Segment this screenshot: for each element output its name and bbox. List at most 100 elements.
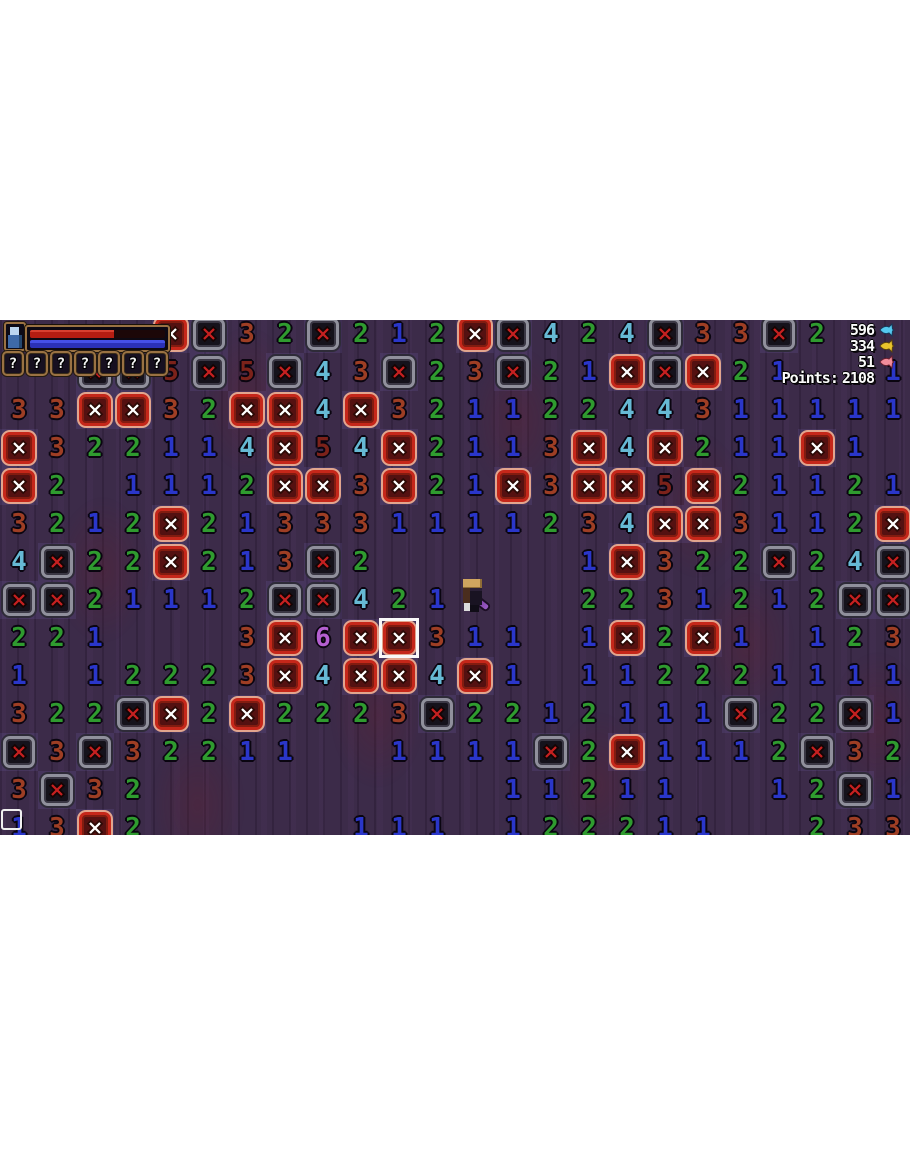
grid-cell-9-0[interactable]: 2	[342, 320, 380, 353]
grid-cell-14-0[interactable]: 4	[532, 320, 570, 353]
grid-cell-14-5[interactable]: 2	[532, 505, 570, 543]
grid-cell-12-6[interactable]	[456, 543, 494, 581]
item-slot-6[interactable]: ?	[122, 351, 144, 376]
grid-cell-14-3[interactable]: 3	[532, 429, 570, 467]
item-slot-5[interactable]: ?	[98, 351, 120, 376]
grid-cell-23-9[interactable]: 1	[874, 657, 910, 695]
grid-cell-23-7[interactable]	[874, 581, 910, 619]
grid-cell-16-2[interactable]: 4	[608, 391, 646, 429]
grid-cell-2-13[interactable]	[76, 809, 114, 835]
grid-cell-18-3[interactable]: 2	[684, 429, 722, 467]
grid-cell-12-8[interactable]: 1	[456, 619, 494, 657]
grid-cell-10-8[interactable]	[379, 618, 419, 658]
grid-cell-10-1[interactable]	[380, 353, 418, 391]
grid-cell-14-6[interactable]	[532, 543, 570, 581]
grid-cell-1-13[interactable]: 3	[38, 809, 76, 835]
grid-cell-4-5[interactable]	[152, 505, 190, 543]
grid-cell-12-11[interactable]: 1	[456, 733, 494, 771]
grid-cell-11-0[interactable]: 2	[418, 320, 456, 353]
grid-cell-8-1[interactable]: 4	[304, 353, 342, 391]
grid-cell-8-8[interactable]: 6	[304, 619, 342, 657]
grid-cell-22-11[interactable]: 3	[836, 733, 874, 771]
grid-cell-5-13[interactable]	[190, 809, 228, 835]
grid-cell-10-12[interactable]	[380, 771, 418, 809]
grid-cell-11-11[interactable]: 1	[418, 733, 456, 771]
grid-cell-14-13[interactable]: 2	[532, 809, 570, 835]
grid-cell-16-11[interactable]	[608, 733, 646, 771]
grid-cell-0-12[interactable]: 3	[0, 771, 38, 809]
grid-cell-21-8[interactable]: 1	[798, 619, 836, 657]
grid-cell-16-3[interactable]: 4	[608, 429, 646, 467]
grid-cell-6-3[interactable]: 4	[228, 429, 266, 467]
grid-cell-4-2[interactable]: 3	[152, 391, 190, 429]
grid-cell-4-12[interactable]	[152, 771, 190, 809]
grid-cell-15-0[interactable]: 2	[570, 320, 608, 353]
grid-cell-0-7[interactable]	[0, 581, 38, 619]
grid-cell-9-8[interactable]	[342, 619, 380, 657]
grid-cell-5-6[interactable]: 2	[190, 543, 228, 581]
grid-cell-17-10[interactable]: 1	[646, 695, 684, 733]
grid-cell-19-7[interactable]: 2	[722, 581, 760, 619]
grid-cell-17-4[interactable]: 5	[646, 467, 684, 505]
grid-cell-7-7[interactable]	[266, 581, 304, 619]
grid-cell-19-6[interactable]: 2	[722, 543, 760, 581]
grid-cell-22-9[interactable]: 1	[836, 657, 874, 695]
grid-cell-18-0[interactable]: 3	[684, 320, 722, 353]
grid-cell-21-7[interactable]: 2	[798, 581, 836, 619]
grid-cell-0-2[interactable]: 3	[0, 391, 38, 429]
grid-cell-23-12[interactable]: 1	[874, 771, 910, 809]
grid-cell-13-11[interactable]: 1	[494, 733, 532, 771]
grid-cell-1-12[interactable]	[38, 771, 76, 809]
grid-cell-14-10[interactable]: 1	[532, 695, 570, 733]
grid-cell-21-3[interactable]	[798, 429, 836, 467]
grid-cell-22-3[interactable]: 1	[836, 429, 874, 467]
grid-cell-14-11[interactable]	[532, 733, 570, 771]
grid-cell-16-6[interactable]	[608, 543, 646, 581]
grid-cell-17-12[interactable]: 1	[646, 771, 684, 809]
grid-cell-14-8[interactable]	[532, 619, 570, 657]
grid-cell-5-5[interactable]: 2	[190, 505, 228, 543]
grid-cell-18-11[interactable]: 1	[684, 733, 722, 771]
grid-cell-8-13[interactable]	[304, 809, 342, 835]
grid-cell-5-7[interactable]: 1	[190, 581, 228, 619]
grid-cell-17-7[interactable]: 3	[646, 581, 684, 619]
grid-cell-21-13[interactable]: 2	[798, 809, 836, 835]
grid-cell-19-13[interactable]	[722, 809, 760, 835]
grid-cell-19-0[interactable]: 3	[722, 320, 760, 353]
grid-cell-5-11[interactable]: 2	[190, 733, 228, 771]
grid-cell-18-9[interactable]: 2	[684, 657, 722, 695]
grid-cell-2-5[interactable]: 1	[76, 505, 114, 543]
grid-cell-18-5[interactable]	[684, 505, 722, 543]
grid-cell-21-6[interactable]: 2	[798, 543, 836, 581]
grid-cell-13-1[interactable]	[494, 353, 532, 391]
grid-cell-20-10[interactable]: 2	[760, 695, 798, 733]
grid-cell-22-6[interactable]: 4	[836, 543, 874, 581]
grid-cell-10-3[interactable]	[380, 429, 418, 467]
grid-cell-2-6[interactable]: 2	[76, 543, 114, 581]
grid-cell-23-5[interactable]	[874, 505, 910, 543]
grid-cell-20-4[interactable]: 1	[760, 467, 798, 505]
grid-cell-11-5[interactable]: 1	[418, 505, 456, 543]
grid-cell-9-1[interactable]: 3	[342, 353, 380, 391]
grid-cell-18-2[interactable]: 3	[684, 391, 722, 429]
grid-cell-17-0[interactable]	[646, 320, 684, 353]
grid-cell-6-7[interactable]: 2	[228, 581, 266, 619]
grid-cell-3-12[interactable]: 2	[114, 771, 152, 809]
grid-cell-12-4[interactable]: 1	[456, 467, 494, 505]
grid-cell-13-3[interactable]: 1	[494, 429, 532, 467]
grid-cell-20-7[interactable]: 1	[760, 581, 798, 619]
grid-cell-8-11[interactable]	[304, 733, 342, 771]
grid-cell-7-10[interactable]: 2	[266, 695, 304, 733]
grid-cell-7-9[interactable]	[266, 657, 304, 695]
grid-cell-13-10[interactable]: 2	[494, 695, 532, 733]
grid-cell-8-6[interactable]	[304, 543, 342, 581]
grid-cell-19-3[interactable]: 1	[722, 429, 760, 467]
grid-cell-12-3[interactable]: 1	[456, 429, 494, 467]
grid-cell-19-1[interactable]: 2	[722, 353, 760, 391]
grid-cell-18-4[interactable]	[684, 467, 722, 505]
grid-cell-23-2[interactable]: 1	[874, 391, 910, 429]
grid-cell-3-4[interactable]: 1	[114, 467, 152, 505]
grid-cell-5-2[interactable]: 2	[190, 391, 228, 429]
grid-cell-2-11[interactable]	[76, 733, 114, 771]
grid-cell-4-11[interactable]: 2	[152, 733, 190, 771]
